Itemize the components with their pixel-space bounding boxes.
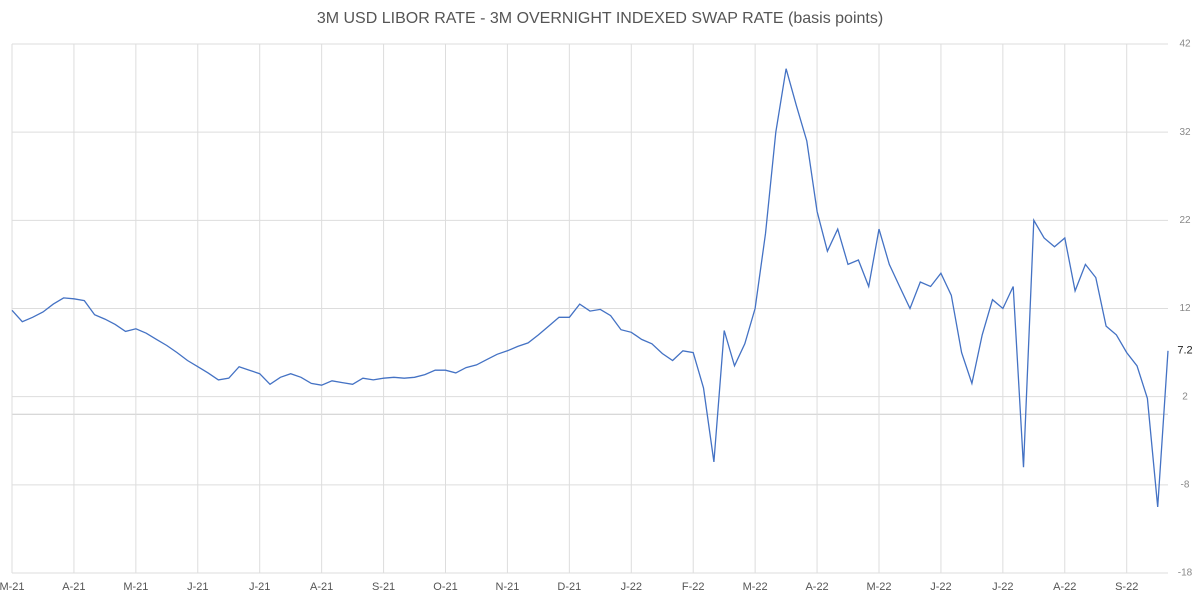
x-tick-label: J-22	[930, 581, 951, 593]
x-tick-label: D-21	[557, 581, 581, 593]
x-tick-label: A-22	[1053, 581, 1076, 593]
y-tick-label: 32	[1179, 127, 1191, 138]
x-tick-label: O-21	[433, 581, 457, 593]
y-tick-label: -8	[1181, 479, 1190, 490]
x-tick-label: J-21	[249, 581, 270, 593]
last-value-label: 7.2	[1177, 345, 1192, 357]
x-tick-label: S-21	[372, 581, 395, 593]
y-tick-label: 2	[1182, 391, 1188, 402]
line	[11, 68, 1169, 507]
x-tick-label: M-22	[743, 581, 768, 593]
x-tick-label: F-22	[682, 581, 705, 593]
x-tick-label: J-22	[992, 581, 1013, 593]
x-tick-label: S-22	[1115, 581, 1138, 593]
y-tick-label: -18	[1178, 568, 1193, 579]
x-tick-label: J-21	[187, 581, 208, 593]
x-tick-label: A-22	[805, 581, 828, 593]
x-tick-label: A-21	[62, 581, 85, 593]
x-tick-label: M-21	[123, 581, 148, 593]
y-tick-label: 12	[1179, 303, 1191, 314]
chart-title: 3M USD LIBOR RATE - 3M OVERNIGHT INDEXED…	[317, 10, 883, 27]
y-tick-label: 42	[1179, 39, 1191, 50]
y-tick-label: 22	[1179, 215, 1191, 226]
x-tick-label: M-22	[866, 581, 891, 593]
x-tick-label: J-22	[621, 581, 642, 593]
x-tick-label: A-21	[310, 581, 333, 593]
x-tick-label: N-21	[496, 581, 520, 593]
x-tick-label: M-21	[0, 581, 25, 593]
